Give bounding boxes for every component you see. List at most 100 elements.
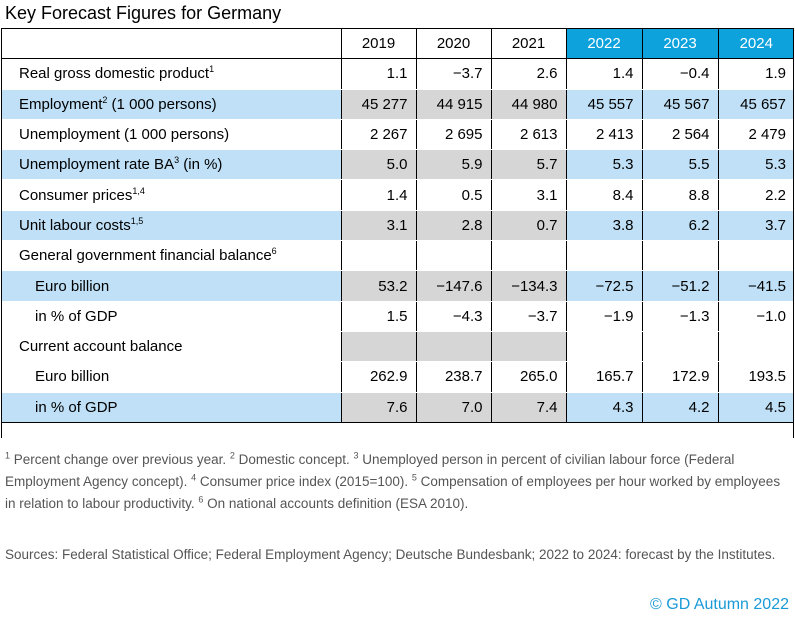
table-row: Employment2 (1 000 persons) 45 277 44 91…	[1, 89, 794, 120]
header-row: 2019 2020 2021 2022 2023 2024	[1, 27, 794, 60]
table-cell: 1.4	[565, 58, 642, 90]
row-label: Unit labour costs1,5	[1, 210, 341, 242]
table-row: Consumer prices1,4 1.4 0.5 3.1 8.4 8.8 2…	[1, 179, 794, 211]
table-cell	[717, 331, 794, 363]
table-row: Unit labour costs1,5 3.1 2.8 0.7 3.8 6.2…	[1, 210, 794, 242]
table-row: Unemployment (1 000 persons) 2 267 2 695…	[1, 119, 794, 151]
forecast-year-header: 2024	[717, 27, 794, 60]
row-label: Real gross domestic product1	[1, 58, 341, 90]
table-cell	[340, 331, 416, 363]
table-cell: 172.9	[641, 361, 718, 393]
table-cell: 5.0	[340, 149, 416, 181]
table-cell: 3.8	[565, 210, 642, 242]
row-label: Consumer prices1,4	[1, 179, 341, 211]
table-cell: 45 557	[565, 89, 642, 120]
table-cell	[565, 331, 642, 363]
row-label: Euro billion	[1, 270, 341, 302]
footnote-text: Compensation of employees per hour worke…	[5, 474, 781, 511]
forecast-year-header: 2022	[565, 27, 642, 60]
table-cell: 8.8	[641, 179, 718, 211]
table-cell: 238.7	[415, 361, 491, 393]
table-cell: 2.2	[717, 179, 794, 211]
table-cell: −1.0	[717, 301, 794, 332]
copyright-label: © GD Autumn 2022	[650, 596, 789, 613]
table-cell: 5.9	[415, 149, 491, 181]
table-cell: 7.0	[415, 392, 491, 423]
footnote-text: Domestic concept.	[234, 452, 354, 467]
table-cell: 2.8	[415, 210, 491, 242]
table-cell	[340, 240, 416, 272]
table-cell: 2 695	[415, 119, 491, 151]
table-cell: 45 567	[641, 89, 718, 120]
footnote-marker: 3	[353, 450, 359, 461]
table-cell: 1.1	[340, 58, 416, 90]
table-cell: 2 479	[717, 119, 794, 151]
table-cell: 2 613	[490, 119, 566, 151]
table-cell: 3.1	[340, 210, 416, 242]
row-label: Unemployment (1 000 persons)	[1, 119, 341, 151]
table-cell: 2 267	[340, 119, 416, 151]
table-cell: 44 980	[490, 89, 566, 120]
table-cell	[565, 240, 642, 272]
table-cell: 44 915	[415, 89, 491, 120]
table-cell	[490, 240, 566, 272]
footnote-text: On national accounts definition (ESA 201…	[203, 496, 469, 511]
table-title: Key Forecast Figures for Germany	[5, 3, 282, 23]
table-cell: −1.3	[641, 301, 718, 332]
table-cell: 8.4	[565, 179, 642, 211]
table-row: in % of GDP 7.6 7.0 7.4 4.3 4.2 4.5	[1, 392, 794, 423]
table-cell: 5.7	[490, 149, 566, 181]
table-cell: 4.5	[717, 392, 794, 423]
table-cell: 265.0	[490, 361, 566, 393]
table-cell: 5.3	[717, 149, 794, 181]
footnotes: 1 Percent change over previous year. 2 D…	[5, 449, 785, 515]
table-cell: 193.5	[717, 361, 794, 393]
table-cell: −0.4	[641, 58, 718, 90]
table-cell: 4.2	[641, 392, 718, 423]
table-row-section: Current account balance	[1, 331, 794, 363]
table-cell: 2.6	[490, 58, 566, 90]
header-label-cell	[1, 27, 341, 60]
table-cell: 45 277	[340, 89, 416, 120]
table-row: Real gross domestic product1 1.1 −3.7 2.…	[1, 58, 794, 90]
table-cell: 262.9	[340, 361, 416, 393]
year-header: 2021	[490, 27, 566, 60]
table-cell: 7.6	[340, 392, 416, 423]
table-cell: 3.7	[717, 210, 794, 242]
table-cell	[415, 331, 491, 363]
table-cell: 165.7	[565, 361, 642, 393]
table-cell: −147.6	[415, 270, 491, 302]
table-cell	[641, 240, 718, 272]
row-label: Current account balance	[1, 331, 341, 363]
table-cell: 7.4	[490, 392, 566, 423]
table-cell: 1.4	[340, 179, 416, 211]
table-cell: 3.1	[490, 179, 566, 211]
footnote-marker: 1	[5, 450, 11, 461]
table-cell: −3.7	[490, 301, 566, 332]
row-label: General government financial balance6	[1, 240, 341, 272]
table-cell: 1.5	[340, 301, 416, 332]
footnote-marker: 2	[229, 450, 235, 461]
table-cell: −134.3	[490, 270, 566, 302]
table-cell: 5.5	[641, 149, 718, 181]
footnote-text: Percent change over previous year.	[10, 452, 230, 467]
table-cell: 5.3	[565, 149, 642, 181]
year-header: 2019	[340, 27, 416, 60]
row-label: Euro billion	[1, 361, 341, 393]
table-cell: −3.7	[415, 58, 491, 90]
table-cell: 2 564	[641, 119, 718, 151]
table-cell: 2 413	[565, 119, 642, 151]
table-cell: −51.2	[641, 270, 718, 302]
table-cell: 0.5	[415, 179, 491, 211]
row-label: in % of GDP	[1, 301, 341, 332]
table-cell: 45 657	[717, 89, 794, 120]
table-cell: −41.5	[717, 270, 794, 302]
row-label: Employment2 (1 000 persons)	[1, 89, 341, 120]
table-cell	[717, 240, 794, 272]
table-cell	[490, 331, 566, 363]
table-cell: −4.3	[415, 301, 491, 332]
table-cell: 4.3	[565, 392, 642, 423]
table-row: Unemployment rate BA3 (in %) 5.0 5.9 5.7…	[1, 149, 794, 181]
table-row: Euro billion 262.9 238.7 265.0 165.7 172…	[1, 361, 794, 393]
footnote-marker: 4	[191, 472, 197, 483]
